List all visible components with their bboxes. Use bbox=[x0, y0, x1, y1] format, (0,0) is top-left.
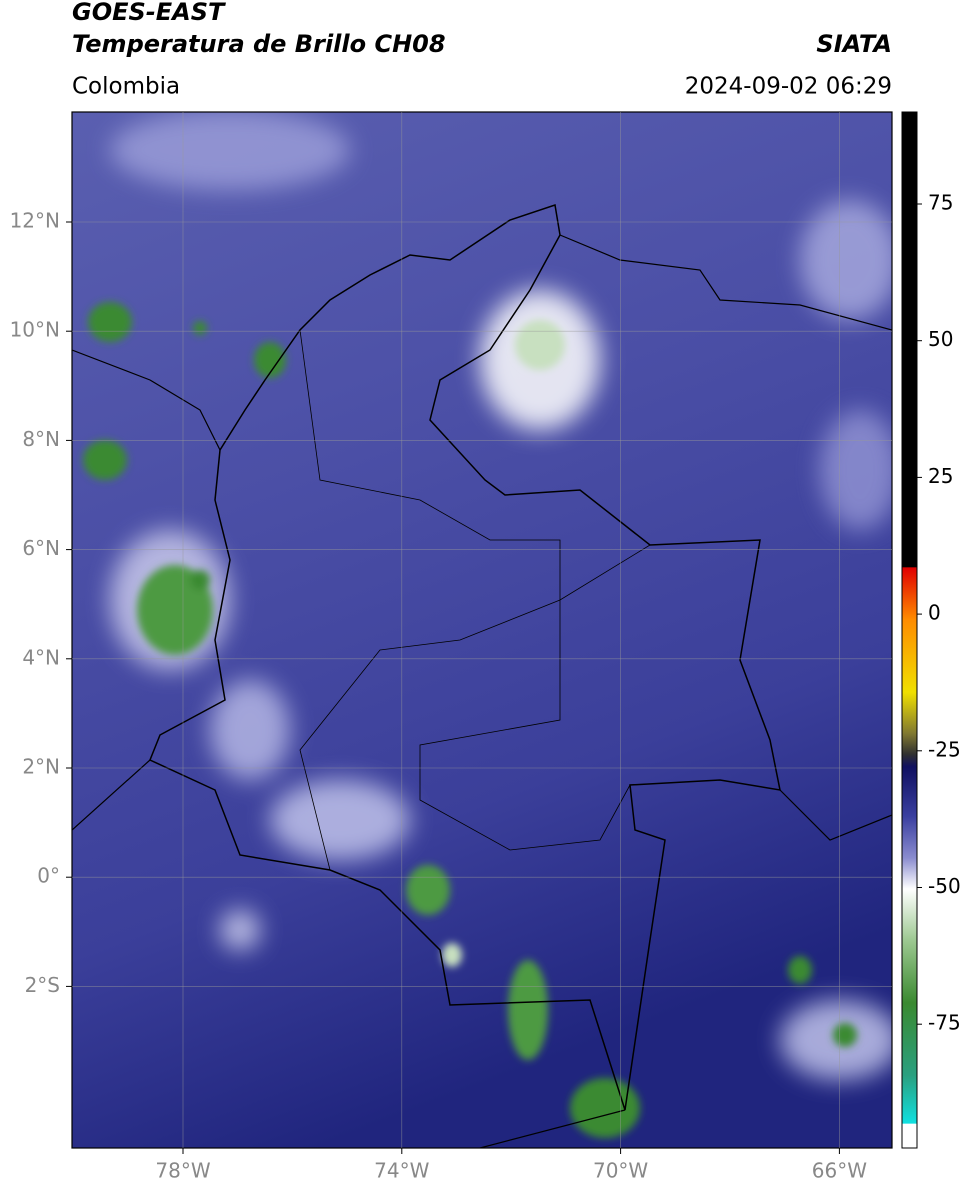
colorbar-label: -75 bbox=[928, 1011, 961, 1035]
colorbar-label: 0 bbox=[928, 601, 941, 625]
colorbar-label: 50 bbox=[928, 327, 953, 351]
colorbar-label: -50 bbox=[928, 874, 961, 898]
lat-label: 8°N bbox=[22, 427, 60, 451]
lat-label: 6°N bbox=[22, 536, 60, 560]
colorbar bbox=[901, 111, 918, 1149]
lat-label: 4°N bbox=[22, 645, 60, 669]
region: Colombia bbox=[72, 74, 180, 100]
lon-label: 78°W bbox=[155, 1159, 210, 1183]
map-image bbox=[72, 112, 892, 1148]
lat-label: 2°S bbox=[25, 973, 60, 997]
agency: SIATA bbox=[816, 30, 892, 58]
colorbar-label: 75 bbox=[928, 191, 953, 215]
title: GOES-EAST bbox=[72, 0, 226, 26]
graticule bbox=[72, 112, 892, 1148]
lat-label: 2°N bbox=[22, 755, 60, 779]
colorbar-label: 25 bbox=[928, 464, 953, 488]
subtitle: Temperatura de Brillo CH08 bbox=[72, 30, 446, 58]
datetime: 2024-09-02 06:29 bbox=[685, 74, 892, 100]
lon-label: 66°W bbox=[812, 1159, 867, 1183]
colorbar-label: -25 bbox=[928, 737, 961, 761]
lon-label: 70°W bbox=[593, 1159, 648, 1183]
lat-label: 0° bbox=[37, 864, 60, 888]
map-frame bbox=[71, 111, 893, 1149]
lon-label: 74°W bbox=[374, 1159, 429, 1183]
lat-label: 12°N bbox=[10, 209, 60, 233]
lat-label: 10°N bbox=[10, 318, 60, 342]
